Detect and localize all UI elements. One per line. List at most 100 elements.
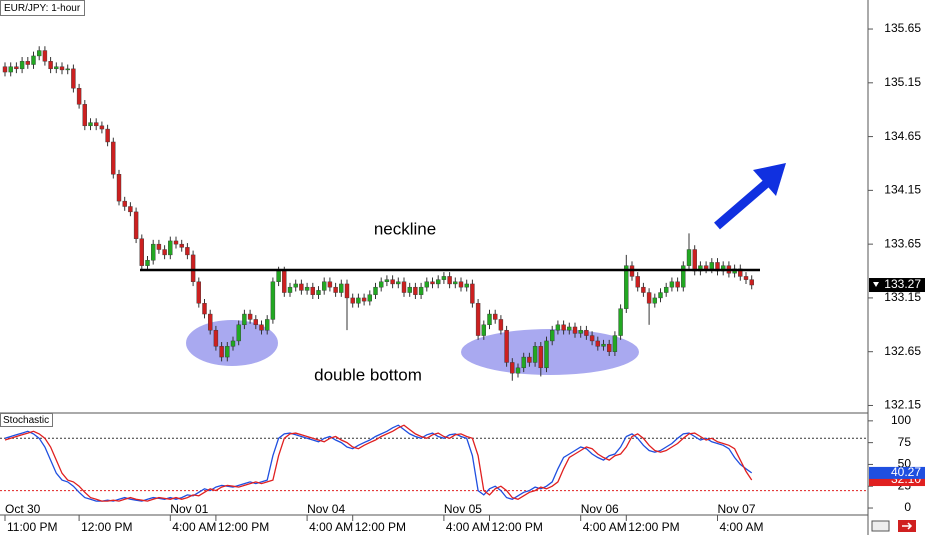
candle-body — [25, 61, 30, 65]
icon[interactable] — [871, 520, 890, 532]
candle-body — [641, 286, 646, 293]
candle-body — [441, 276, 447, 280]
annotation: double bottom — [314, 365, 422, 384]
candle-body — [550, 329, 555, 342]
candle-body — [145, 260, 150, 266]
price-tag-arrow — [873, 282, 879, 288]
candle-body — [150, 243, 156, 261]
bottom-highlight — [461, 329, 639, 375]
toolbar-icons — [871, 520, 916, 532]
candle-body — [595, 340, 600, 347]
candle-body — [71, 68, 76, 89]
candle-body — [555, 324, 561, 331]
candle-body — [82, 104, 88, 127]
candle-body — [521, 356, 526, 369]
title-box — [0, 0, 85, 16]
x-tick-label: 4:00 AM — [583, 520, 627, 534]
value-tag — [869, 466, 925, 479]
price-tag-label: 133.27 — [884, 277, 921, 291]
candle-body — [190, 254, 196, 282]
candle-body — [572, 326, 578, 334]
candle-body — [59, 66, 65, 71]
candle-body — [270, 281, 276, 320]
candle-body — [19, 61, 25, 70]
candle-body — [692, 249, 697, 272]
x-date-label: Nov 07 — [718, 502, 756, 516]
candle-body — [413, 286, 418, 295]
y-tick-label: 0 — [904, 500, 911, 514]
candle-body — [219, 346, 224, 358]
x-tick-label: 4:00 AM — [720, 520, 764, 534]
candle-body — [401, 281, 407, 293]
y-tick-label: 133.15 — [884, 290, 921, 304]
candle-body — [265, 319, 270, 331]
candle-body — [646, 292, 652, 304]
candle-body — [339, 283, 344, 293]
candle-body — [515, 367, 521, 374]
candle-body — [618, 308, 623, 336]
candle-body — [669, 281, 675, 288]
candle-body — [624, 265, 629, 309]
candle-body — [162, 249, 167, 256]
candle-body — [384, 279, 390, 282]
candle-body — [356, 297, 361, 304]
y-tick-label: 132.15 — [884, 398, 921, 412]
x-tick-label: 12:00 PM — [492, 520, 543, 534]
candle-body — [709, 262, 714, 270]
y-tick-label: 135.65 — [884, 21, 921, 35]
candle-body — [430, 281, 435, 285]
candle-body — [299, 283, 304, 291]
candle-body — [88, 122, 93, 127]
candle-body — [54, 66, 59, 70]
candle-body — [664, 286, 669, 293]
candle-body — [675, 281, 680, 288]
x-tick-label: 12:00 PM — [81, 520, 132, 534]
stochastic-line — [4, 424, 753, 502]
candle-body — [105, 128, 110, 143]
candle-body — [481, 324, 486, 336]
candle-body — [207, 313, 213, 331]
candle-body — [607, 343, 612, 352]
candle-body — [418, 286, 424, 295]
candle-body — [703, 265, 709, 270]
candle-body — [139, 238, 145, 266]
candle-body — [584, 329, 589, 336]
x-date-label: Nov 05 — [444, 502, 482, 516]
y-tick-label: 135.15 — [884, 75, 921, 89]
candle-body — [8, 66, 13, 73]
candle-body — [424, 281, 429, 288]
candle-body — [42, 50, 48, 62]
candle-body — [681, 265, 686, 288]
candle-body — [350, 297, 355, 304]
candle-body — [76, 87, 82, 105]
candle-body — [561, 324, 566, 331]
x-tick-label: 4:00 AM — [309, 520, 353, 534]
candle-body — [173, 240, 179, 245]
candle-body — [276, 270, 281, 282]
candle-body — [316, 290, 321, 295]
annotation: neckline — [374, 219, 436, 238]
candle-body — [37, 50, 42, 57]
candle-body — [247, 313, 253, 320]
x-tick-label: 12:00 PM — [218, 520, 269, 534]
x-tick-label: 4:00 AM — [172, 520, 216, 534]
x-tick-label: 4:00 AM — [446, 520, 490, 534]
x-date-label: Nov 06 — [581, 502, 619, 516]
candle-body — [230, 340, 236, 347]
candle-body — [652, 297, 657, 304]
x-tick-label: 12:00 PM — [628, 520, 679, 534]
candle-body — [122, 200, 127, 207]
candle-body — [578, 329, 583, 334]
y-tick-label: 133.65 — [884, 236, 921, 250]
arrow-shaft — [714, 178, 771, 230]
candle-body — [686, 249, 692, 266]
candle-body — [293, 283, 298, 288]
candle-body — [458, 281, 464, 288]
candle-body — [236, 324, 241, 342]
candle-body — [287, 286, 293, 293]
candle-body — [168, 240, 173, 256]
candle-body — [242, 313, 247, 326]
x-tick-label: 11:00 PM — [7, 520, 57, 534]
